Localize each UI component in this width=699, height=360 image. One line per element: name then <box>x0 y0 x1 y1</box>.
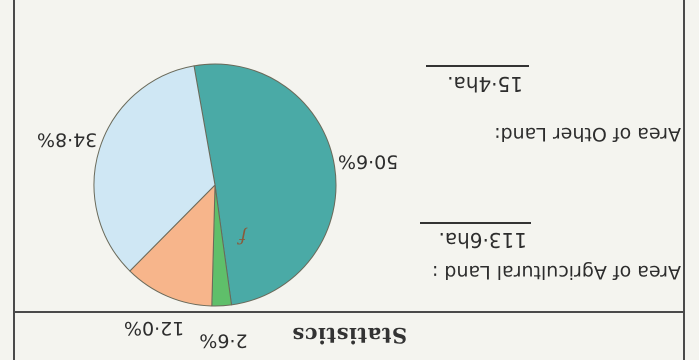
pie-slice-label-3: 34·8% <box>37 128 97 150</box>
pie-slice-label-1: 2·6% <box>199 329 247 351</box>
pie-slice-0 <box>193 63 337 306</box>
pie-slice-label-2: 12·0% <box>124 317 184 339</box>
pie-slice-label-0: 50·6% <box>338 151 398 173</box>
annotation-mark: f <box>236 226 248 247</box>
pie-slice-3 <box>93 65 216 272</box>
pie-slice-2 <box>129 183 216 307</box>
